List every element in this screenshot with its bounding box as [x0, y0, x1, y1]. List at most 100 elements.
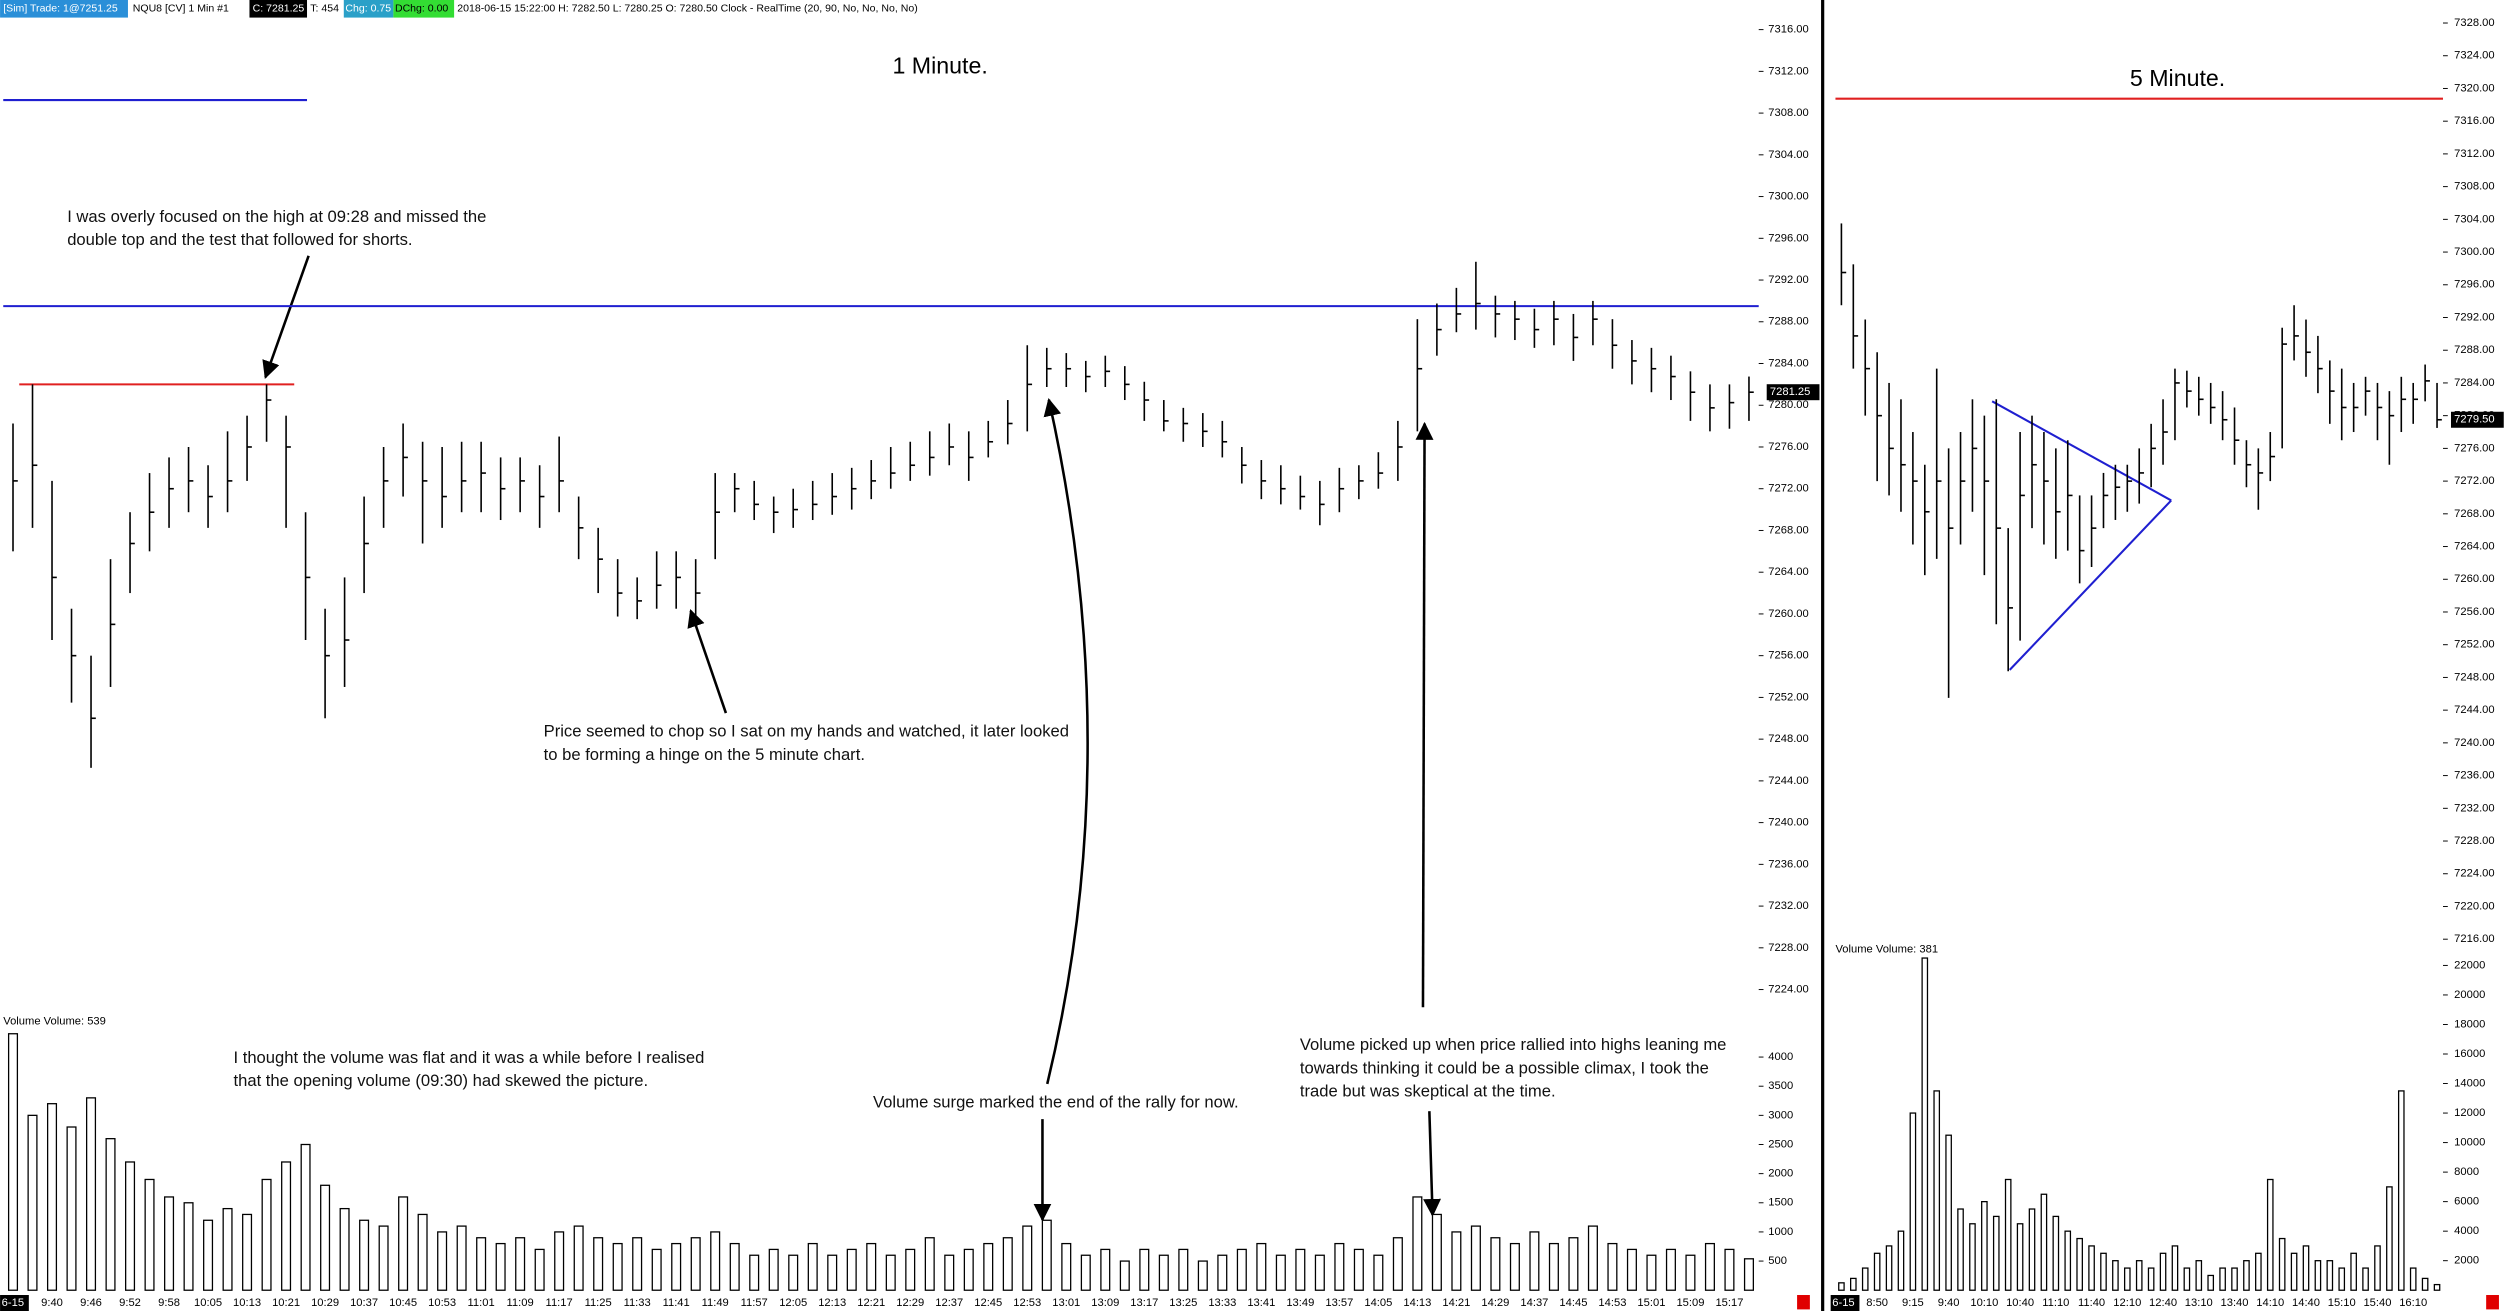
x-tick-label: 11:41 — [663, 1297, 690, 1309]
volume-bar — [1314, 1254, 1325, 1291]
volume-bar — [1646, 1254, 1657, 1291]
y-tick-label: 7292.00 — [1768, 274, 1808, 286]
volume-bar — [281, 1161, 292, 1291]
volume-bar — [2409, 1267, 2417, 1291]
x-tick-label: 12:10 — [2113, 1297, 2141, 1309]
volume-bar — [983, 1242, 994, 1291]
y-tick-label: 7284.00 — [1768, 357, 1808, 369]
annotation: to be forming a hinge on the 5 minute ch… — [544, 745, 865, 764]
volume-bar — [1490, 1237, 1501, 1291]
x-tick-label: 13:17 — [1130, 1297, 1158, 1309]
volume-bar — [1838, 1282, 1845, 1291]
volume-legend: Volume Volume: 381 — [1835, 944, 1938, 956]
volume-bar — [1275, 1254, 1286, 1291]
x-tick-label: 11:57 — [741, 1297, 768, 1309]
triangle — [1991, 400, 2172, 671]
volume-bar — [807, 1242, 818, 1291]
volume-bar — [1470, 1225, 1481, 1291]
volume-bar — [2171, 1245, 2179, 1291]
volume-bar — [2243, 1260, 2250, 1291]
volume-bar — [1909, 1112, 1917, 1291]
x-tick-label: 13:40 — [2221, 1297, 2249, 1309]
volume-bar — [85, 1097, 97, 1291]
y-tick-label: 7236.00 — [2454, 770, 2494, 782]
volume-bar — [1933, 1090, 1941, 1291]
volume-bar — [905, 1248, 916, 1291]
y-tick-label: 7240.00 — [2454, 737, 2494, 749]
volume-bar — [2052, 1215, 2060, 1291]
volume-bar — [1139, 1248, 1150, 1291]
volume-bar — [2302, 1245, 2310, 1291]
x-tick-label: 9:46 — [80, 1297, 102, 1309]
volume-bar — [2064, 1230, 2072, 1291]
volume-bar — [1626, 1248, 1637, 1291]
volume-bar — [1921, 957, 1929, 1291]
volume-bar — [866, 1242, 877, 1291]
y-tick-label: 7284.00 — [2454, 377, 2494, 389]
x-tick-label: 11:17 — [546, 1297, 573, 1309]
sim-box — [0, 0, 128, 18]
date-label: 6-15 — [1832, 1297, 1854, 1309]
volume-bar — [7, 1033, 19, 1291]
volume-bar — [144, 1178, 155, 1291]
chg-box — [343, 0, 394, 18]
volume-tick-label: 2000 — [2454, 1255, 2479, 1267]
x-tick-label: 14:45 — [1559, 1297, 1587, 1309]
y-tick-label: 7276.00 — [2454, 442, 2494, 454]
volume-bar — [1119, 1260, 1130, 1291]
volume-bar — [2314, 1260, 2322, 1291]
y-tick-label: 7220.00 — [2454, 900, 2494, 912]
x-tick-label: 11:33 — [624, 1297, 651, 1309]
volume-bar — [2076, 1237, 2083, 1291]
x-tick-label: 14:10 — [2256, 1297, 2284, 1309]
x-tick-label: 12:53 — [1013, 1297, 1041, 1309]
volume-bar — [66, 1126, 77, 1291]
x-tick-label: 9:40 — [1938, 1297, 1960, 1309]
volume-bar — [2207, 1274, 2215, 1291]
volume-bar — [1568, 1237, 1579, 1291]
volume-bar — [27, 1114, 38, 1291]
arrows — [262, 255, 1442, 1222]
volume-bar — [2290, 1252, 2298, 1291]
x-tick-label: 12:40 — [2149, 1297, 2177, 1309]
x-tick-label: 15:10 — [2328, 1297, 2356, 1309]
volume-bar — [1178, 1248, 1189, 1291]
y-tick-label: 7232.00 — [1768, 900, 1808, 912]
volume-bar — [2219, 1267, 2226, 1291]
volume-bar — [846, 1248, 857, 1291]
y-tick-label: 7296.00 — [1768, 232, 1808, 244]
x-tick-label: 12:05 — [779, 1297, 807, 1309]
volume-bar — [2028, 1208, 2036, 1291]
x-tick-label: 10:21 — [272, 1297, 300, 1309]
x-tick-label: 11:01 — [468, 1297, 495, 1309]
volume-bar — [1295, 1248, 1306, 1291]
volume-bar — [1665, 1248, 1676, 1291]
y-tick-label: 7288.00 — [2454, 344, 2494, 356]
arrow — [1415, 421, 1434, 1008]
volume-bar — [1100, 1248, 1111, 1291]
volume-bar — [1548, 1242, 1559, 1291]
volume-bar — [183, 1202, 194, 1291]
volume-bar — [1685, 1254, 1696, 1291]
x-tick-label: 10:53 — [428, 1297, 456, 1309]
volume-bar — [1743, 1258, 1754, 1291]
volume-bar — [1451, 1231, 1462, 1291]
volume-tick-label: 12000 — [2454, 1107, 2485, 1119]
dchg-box — [393, 0, 455, 18]
volume-bar — [2123, 1267, 2131, 1291]
volume-bar — [437, 1231, 448, 1291]
last-price-label: 7279.50 — [2454, 414, 2494, 426]
volume-bar — [944, 1254, 955, 1291]
volume-bar — [612, 1242, 623, 1291]
volume-bar — [2004, 1178, 2012, 1291]
x-tick-label: 15:40 — [2363, 1297, 2391, 1309]
volume-bar — [300, 1143, 311, 1291]
x-tick-label: 12:21 — [857, 1297, 885, 1309]
y-tick-label: 7224.00 — [1768, 984, 1808, 996]
x-tick-label: 12:37 — [935, 1297, 963, 1309]
volume-bar — [105, 1138, 116, 1291]
volume-bar — [2112, 1260, 2119, 1291]
volume-bar — [2266, 1178, 2274, 1291]
info-text: 2018-06-15 15:22:00 H: 7282.50 L: 7280.2… — [457, 3, 917, 15]
